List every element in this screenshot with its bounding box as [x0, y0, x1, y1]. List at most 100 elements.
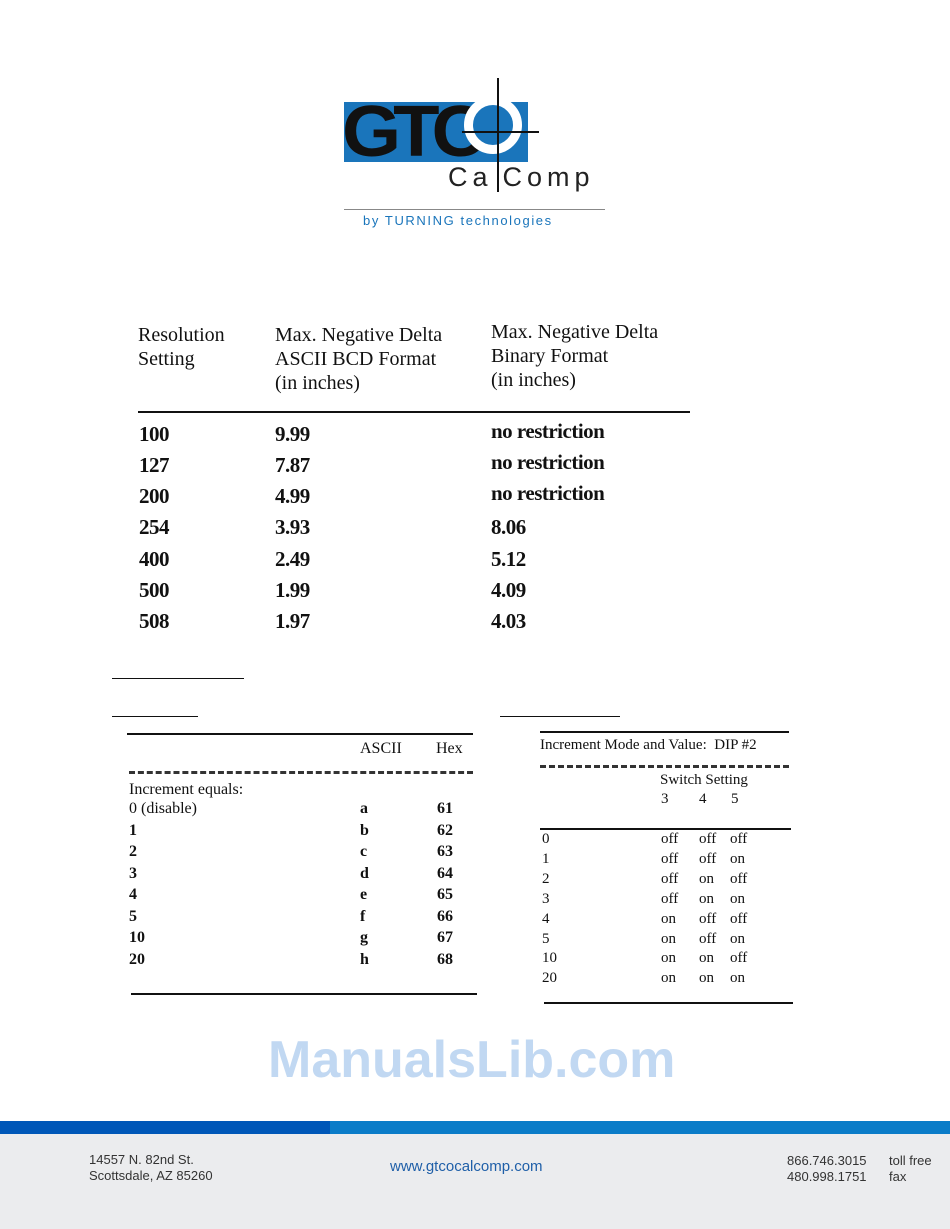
table-cell: 7.87	[275, 453, 310, 477]
table-cell: on	[730, 930, 745, 947]
table-cell: h	[360, 950, 369, 968]
table-cell: d	[360, 864, 369, 882]
table-cell: off	[699, 930, 717, 947]
table-cell: no restriction	[491, 450, 605, 474]
table-cell: 200	[139, 484, 170, 508]
column-header: 5	[731, 791, 739, 807]
fax-number: 480.998.1751	[787, 1169, 867, 1184]
table-cell: 254	[139, 515, 170, 539]
table-cell: 20	[129, 950, 145, 968]
table-cell: 10	[542, 950, 557, 967]
table-cell: 1	[129, 821, 137, 839]
table-cell: 4	[542, 910, 550, 927]
table-cell: 65	[437, 886, 453, 903]
address-line-1: 14557 N. 82nd St.	[89, 1152, 194, 1167]
table-cell: off	[730, 870, 748, 887]
watermark: ManualsLib.com	[268, 1031, 676, 1089]
column-header: ASCII	[360, 740, 402, 757]
table-cell: 5.12	[491, 547, 526, 571]
table-cell: 3	[129, 864, 137, 882]
table-cell: no restriction	[491, 481, 605, 505]
table-cell: off	[730, 831, 748, 847]
table-cell: f	[360, 907, 366, 925]
table-cell: 508	[139, 609, 170, 633]
table-cell: 66	[437, 907, 453, 925]
table-cell: 500	[139, 578, 170, 602]
table-cell: 4.99	[275, 484, 310, 508]
table-cell: b	[360, 821, 369, 839]
table-cell: 400	[139, 547, 170, 571]
table-cell: off	[661, 890, 679, 907]
table-cell: 1	[542, 850, 550, 867]
column-header: Max. Negative Delta ASCII BCD Format (in…	[275, 324, 443, 394]
table-cell: g	[360, 929, 368, 946]
table-cell: e	[360, 886, 368, 903]
column-header: Resolution Setting	[138, 324, 225, 370]
table-cell: 8.06	[491, 515, 526, 539]
table-cell: 0 (disable)	[129, 800, 197, 817]
divider	[112, 716, 198, 717]
table-cell: 127	[139, 453, 170, 477]
table-cell: 4.03	[491, 609, 526, 633]
table-cell: 5	[129, 907, 137, 925]
table-cell: off	[699, 831, 717, 847]
table-cell: off	[730, 910, 748, 927]
table-cell: on	[661, 930, 676, 947]
table-cell: on	[661, 970, 676, 987]
table-cell: 2.49	[275, 547, 310, 571]
table-cell: 61	[437, 800, 453, 817]
table-cell: 64	[437, 864, 453, 882]
table-cell: c	[360, 843, 368, 860]
table-cell: 20	[542, 970, 557, 987]
table-cell: on	[730, 850, 745, 867]
phone-number: 866.746.3015	[787, 1153, 867, 1168]
table-cell: on	[661, 950, 676, 967]
table-cell: 67	[437, 929, 453, 946]
table-cell: 68	[437, 950, 453, 968]
table-cell: 3	[542, 890, 550, 907]
table-cell: 2	[129, 843, 137, 860]
table-cell: 5	[542, 930, 550, 947]
table-cell: on	[699, 950, 714, 967]
phone-label: toll free	[889, 1153, 932, 1168]
website-link[interactable]: www.gtcocalcomp.com	[390, 1158, 543, 1175]
table-cell: on	[699, 890, 714, 907]
table-cell: off	[730, 950, 748, 967]
table-cell: on	[699, 870, 714, 887]
table-cell: off	[661, 831, 679, 847]
table-cell: off	[699, 910, 717, 927]
table-cell: 100	[139, 422, 170, 446]
table-cell: 3.93	[275, 515, 310, 539]
column-header: 3	[661, 791, 669, 807]
table-cell: 0	[542, 831, 550, 847]
table-cell: on	[699, 970, 714, 987]
table-cell: 10	[129, 929, 145, 946]
table-cell: on	[730, 970, 745, 987]
table-cell: 9.99	[275, 422, 310, 446]
table-cell: no restriction	[491, 419, 605, 443]
table-cell: 2	[542, 870, 550, 887]
table-cell: 1.99	[275, 578, 310, 602]
divider	[500, 716, 620, 717]
table-cell: 4	[129, 886, 137, 903]
table-cell: on	[730, 890, 745, 907]
table-cell: 1.97	[275, 609, 310, 633]
table-cell: off	[661, 870, 679, 887]
table-cell: a	[360, 800, 368, 817]
table-cell: on	[661, 910, 676, 927]
logo-tagline: by TURNING technologies	[363, 213, 553, 228]
column-group-header: Switch Setting	[660, 772, 748, 788]
table-cell: 63	[437, 843, 453, 860]
column-header: 4	[699, 791, 707, 807]
table-cell: off	[699, 850, 717, 867]
column-header: Max. Negative Delta Binary Format (in in…	[491, 321, 659, 391]
fax-label: fax	[889, 1169, 907, 1184]
table-cell: off	[661, 850, 679, 867]
table-cell: 4.09	[491, 578, 526, 602]
divider	[112, 678, 244, 679]
table-title: Increment Mode and Value: DIP #2	[540, 737, 757, 753]
column-header: Hex	[436, 740, 463, 757]
table-label: Increment equals:	[129, 781, 244, 798]
address-line-2: Scottsdale, AZ 85260	[89, 1168, 213, 1183]
